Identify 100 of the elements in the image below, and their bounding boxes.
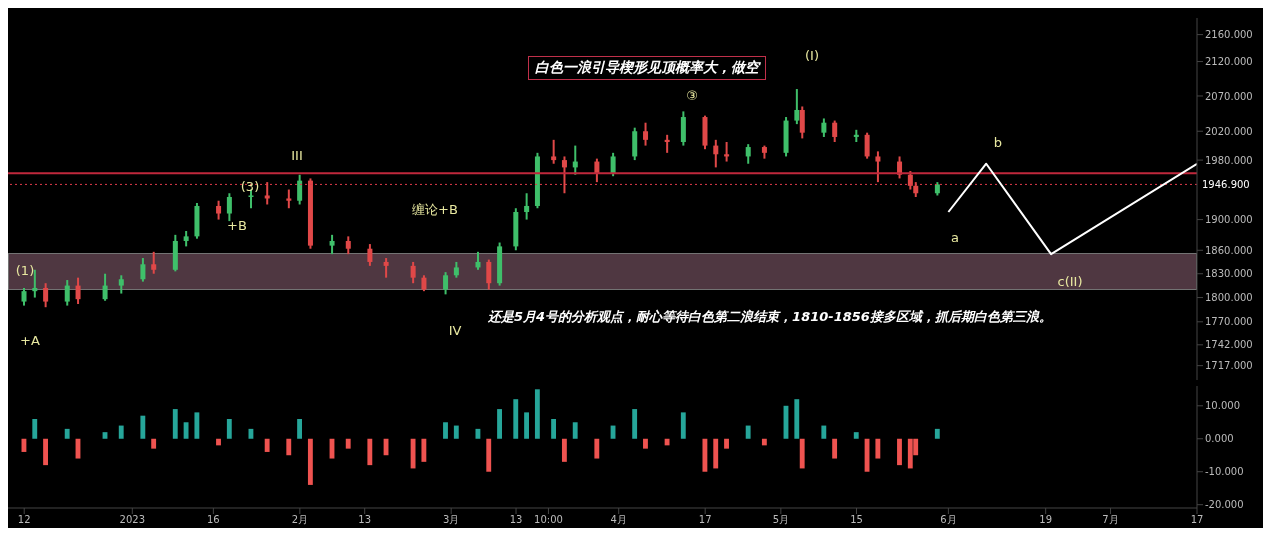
bar bbox=[632, 409, 638, 439]
bar bbox=[724, 438, 729, 449]
bar bbox=[443, 422, 448, 439]
x-tick-label: 19 bbox=[1039, 514, 1053, 526]
candlestick bbox=[907, 170, 913, 191]
x-tick-label: 5月 bbox=[772, 514, 790, 526]
candlestick bbox=[383, 257, 389, 279]
annotation: +B bbox=[227, 217, 247, 233]
y-tick-label: -20.000 bbox=[1205, 499, 1244, 511]
bar bbox=[497, 409, 502, 439]
x-tick-label: 7月 bbox=[1102, 514, 1119, 526]
x-tick-label: 10:00 bbox=[534, 514, 563, 526]
candlestick bbox=[118, 274, 124, 295]
annotation: (1) bbox=[15, 262, 35, 278]
annotation: 缠论+B bbox=[412, 201, 458, 219]
annotation: c(II) bbox=[1057, 273, 1083, 289]
bar bbox=[572, 422, 578, 439]
bar bbox=[216, 438, 221, 446]
bar bbox=[286, 438, 292, 456]
candlestick bbox=[821, 117, 827, 138]
bar bbox=[43, 438, 48, 466]
ref-line-label: 1946.900 bbox=[1202, 178, 1250, 190]
bar bbox=[934, 428, 940, 439]
bar bbox=[897, 438, 902, 466]
y-tick-label: 1770.000 bbox=[1205, 316, 1253, 328]
y-tick-label: 1742.000 bbox=[1205, 339, 1253, 351]
x-tick-label: 13 bbox=[509, 514, 523, 526]
x-tick-label: 17 bbox=[698, 514, 712, 526]
candlestick bbox=[724, 141, 730, 163]
candlestick bbox=[140, 257, 146, 283]
candlestick bbox=[643, 121, 649, 147]
x-tick-label: 12 bbox=[17, 514, 31, 526]
candlestick bbox=[610, 151, 616, 178]
candlestick bbox=[443, 271, 449, 296]
candlestick bbox=[713, 138, 719, 169]
candlestick bbox=[226, 192, 232, 223]
candlestick bbox=[875, 150, 881, 184]
bar bbox=[745, 425, 751, 439]
bar bbox=[875, 438, 881, 459]
bar bbox=[367, 438, 373, 466]
bar bbox=[151, 438, 157, 449]
bar bbox=[486, 438, 492, 472]
annotation: 还是5月4号的分析观点，耐心等待白色第二浪结束，1810-1856接多区域，抓后期白色第三浪。 bbox=[488, 308, 1052, 326]
annotation: 白色一浪引导楔形见顶概率大，做空 bbox=[528, 56, 766, 80]
annotation: IV bbox=[448, 322, 462, 338]
candlestick bbox=[43, 282, 49, 309]
y-tick-label: 2020.000 bbox=[1205, 125, 1253, 137]
y-tick-label: 2070.000 bbox=[1205, 90, 1253, 102]
y-tick-label: 1980.000 bbox=[1205, 154, 1253, 166]
y-tick-label: 1800.000 bbox=[1205, 292, 1253, 304]
bar bbox=[194, 412, 200, 439]
x-tick-label: 6月 bbox=[940, 514, 957, 526]
annotation: III bbox=[291, 147, 303, 163]
y-tick-label: 0.000 bbox=[1205, 433, 1234, 445]
bar bbox=[761, 438, 767, 446]
y-tick-label: 1830.000 bbox=[1205, 268, 1253, 280]
bar bbox=[32, 418, 38, 439]
bar bbox=[551, 418, 557, 439]
bar bbox=[513, 399, 519, 439]
candlestick bbox=[216, 199, 222, 221]
y-tick-label: -10.000 bbox=[1205, 466, 1244, 478]
bar bbox=[524, 412, 529, 439]
y-tick-label: 1860.000 bbox=[1205, 244, 1253, 256]
candlestick bbox=[102, 272, 108, 302]
bar bbox=[799, 438, 805, 469]
candlestick bbox=[486, 258, 492, 291]
x-tick-label: 17 bbox=[1190, 514, 1204, 526]
bar bbox=[64, 428, 70, 439]
candlestick bbox=[297, 173, 303, 206]
bar bbox=[297, 418, 303, 439]
candlestick bbox=[664, 133, 670, 154]
bar bbox=[264, 438, 270, 452]
bar bbox=[226, 418, 232, 439]
candlestick bbox=[864, 131, 870, 160]
bar bbox=[534, 389, 540, 439]
x-tick-label: 3月 bbox=[442, 514, 460, 526]
x-tick-label: 4月 bbox=[610, 514, 627, 526]
x-tick-label: 15 bbox=[850, 514, 863, 526]
bar bbox=[821, 425, 827, 439]
candlestick bbox=[32, 268, 38, 299]
annotation: (3) bbox=[240, 178, 260, 194]
annotation: ③ bbox=[686, 87, 698, 103]
candlestick bbox=[410, 260, 416, 285]
candlestick bbox=[551, 138, 557, 165]
x-tick-label: 2月 bbox=[291, 514, 309, 526]
bar bbox=[421, 438, 427, 462]
y-tick-label: 1900.000 bbox=[1205, 214, 1253, 226]
bar bbox=[183, 422, 189, 439]
candlestick bbox=[64, 279, 70, 307]
candlestick bbox=[75, 276, 81, 305]
bar bbox=[664, 438, 670, 446]
candlestick bbox=[286, 188, 292, 210]
candlestick bbox=[832, 119, 838, 143]
bar bbox=[702, 438, 708, 472]
x-tick-label: 16 bbox=[207, 514, 220, 526]
y-tick-label: 1717.000 bbox=[1205, 360, 1253, 372]
candlestick bbox=[745, 143, 751, 165]
candlestick bbox=[329, 233, 335, 256]
annotation: b bbox=[993, 134, 1003, 150]
candlestick bbox=[561, 155, 567, 195]
